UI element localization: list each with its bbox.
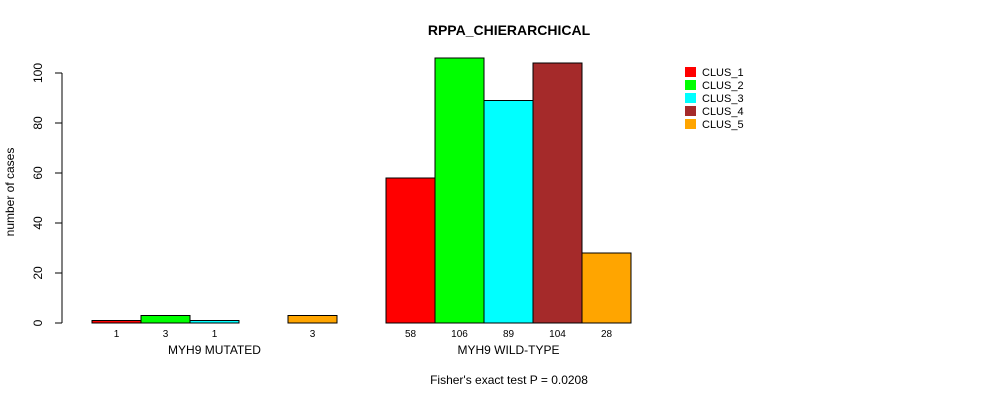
legend-label: CLUS_2	[702, 80, 744, 92]
bar-clus-3-group-2	[483, 100, 534, 324]
legend-swatch	[685, 119, 696, 129]
y-tick-label: 0	[31, 319, 45, 326]
legend-swatch	[685, 93, 696, 103]
y-tick-label: 20	[31, 266, 45, 280]
y-tick-label: 100	[31, 63, 45, 83]
count-label: 3	[310, 329, 316, 340]
count-label: 1	[212, 329, 218, 340]
bar-clus-3-group-1	[189, 320, 240, 324]
count-label: 1	[114, 329, 120, 340]
group-label: MYH9 MUTATED	[168, 343, 261, 357]
bar-clus-1-group-2	[385, 177, 436, 324]
y-tick-label: 80	[31, 116, 45, 130]
legend-swatch	[685, 80, 696, 90]
y-axis-label: number of cases	[3, 148, 17, 237]
count-label: 58	[405, 329, 417, 340]
bar-clus-5-group-1	[287, 315, 338, 324]
count-label: 89	[503, 329, 515, 340]
y-axis: 0 20 40 60 80 100	[31, 63, 63, 326]
bar-clus-2-group-2	[434, 57, 485, 324]
fisher-test-text: Fisher's exact test P = 0.0208	[430, 373, 588, 387]
count-labels-layer: 1 3 1 3 58 106 89 104 28	[114, 329, 613, 340]
bar-clus-4-group-2	[532, 62, 583, 324]
count-label: 106	[451, 329, 468, 340]
legend-label: CLUS_3	[702, 93, 744, 105]
count-label: 3	[163, 329, 169, 340]
bar-clus-2-group-1	[140, 315, 191, 324]
legend-label: CLUS_1	[702, 67, 744, 79]
legend-label: CLUS_5	[702, 119, 744, 131]
y-tick-label: 60	[31, 166, 45, 180]
count-label: 28	[601, 329, 613, 340]
legend-label: CLUS_4	[702, 106, 744, 118]
group-label: MYH9 WILD-TYPE	[457, 343, 559, 357]
group-labels-layer: MYH9 MUTATED MYH9 WILD-TYPE	[168, 343, 559, 357]
count-label: 104	[549, 329, 566, 340]
legend-swatch	[685, 106, 696, 116]
legend-swatch	[685, 67, 696, 77]
bar-clus-1-group-1	[91, 320, 142, 324]
bars-layer	[91, 57, 632, 324]
chart-title: RPPA_CHIERARCHICAL	[428, 22, 591, 38]
y-tick-label: 40	[31, 216, 45, 230]
bar-clus-5-group-2	[581, 252, 632, 324]
